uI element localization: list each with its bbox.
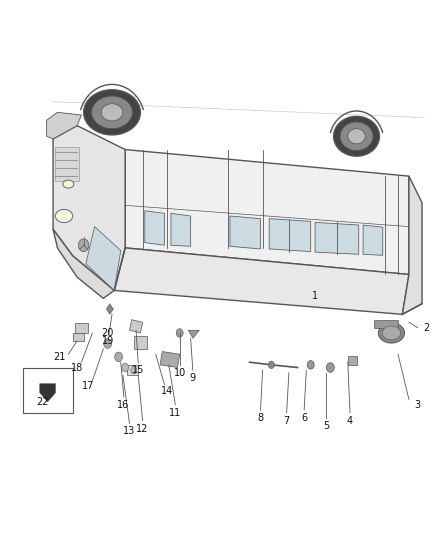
Bar bbox=[22, 368, 73, 413]
Ellipse shape bbox=[340, 122, 373, 151]
Bar bbox=[75, 324, 88, 333]
Text: 10: 10 bbox=[173, 368, 186, 378]
Circle shape bbox=[307, 361, 314, 369]
Text: 2: 2 bbox=[423, 322, 430, 333]
Polygon shape bbox=[160, 352, 180, 368]
Circle shape bbox=[176, 329, 183, 337]
Bar bbox=[73, 333, 84, 341]
Ellipse shape bbox=[348, 128, 365, 144]
Text: 19: 19 bbox=[102, 336, 114, 346]
Text: 22: 22 bbox=[36, 397, 49, 407]
Polygon shape bbox=[130, 320, 143, 333]
Text: 5: 5 bbox=[323, 421, 329, 431]
Polygon shape bbox=[230, 216, 261, 249]
Circle shape bbox=[78, 239, 89, 252]
Text: 4: 4 bbox=[347, 416, 353, 426]
Text: 18: 18 bbox=[71, 362, 83, 373]
Circle shape bbox=[326, 363, 334, 372]
Polygon shape bbox=[53, 126, 125, 290]
Polygon shape bbox=[125, 150, 409, 274]
Circle shape bbox=[131, 367, 137, 374]
Bar bbox=[348, 357, 357, 365]
Bar bbox=[55, 147, 79, 181]
Polygon shape bbox=[53, 229, 114, 298]
Polygon shape bbox=[363, 225, 383, 255]
Polygon shape bbox=[188, 330, 199, 338]
Circle shape bbox=[122, 364, 129, 372]
Ellipse shape bbox=[382, 326, 401, 340]
Text: 3: 3 bbox=[415, 400, 421, 410]
Polygon shape bbox=[315, 222, 359, 254]
Ellipse shape bbox=[84, 90, 141, 135]
Ellipse shape bbox=[63, 180, 74, 188]
Polygon shape bbox=[145, 211, 164, 245]
Text: 17: 17 bbox=[82, 381, 94, 391]
Text: 1: 1 bbox=[312, 290, 318, 301]
Polygon shape bbox=[403, 176, 422, 314]
Text: 15: 15 bbox=[132, 365, 145, 375]
Ellipse shape bbox=[101, 104, 123, 121]
Polygon shape bbox=[269, 219, 311, 252]
Circle shape bbox=[115, 352, 123, 362]
Text: 14: 14 bbox=[160, 386, 173, 397]
Polygon shape bbox=[114, 248, 409, 314]
Text: 6: 6 bbox=[301, 413, 307, 423]
Polygon shape bbox=[46, 112, 81, 139]
Ellipse shape bbox=[92, 96, 132, 128]
Circle shape bbox=[268, 361, 275, 368]
Text: 7: 7 bbox=[283, 416, 290, 426]
Bar bbox=[374, 320, 398, 328]
Circle shape bbox=[104, 339, 112, 349]
Polygon shape bbox=[40, 384, 56, 402]
Ellipse shape bbox=[378, 323, 405, 343]
Bar bbox=[134, 336, 147, 349]
Polygon shape bbox=[86, 227, 121, 290]
Text: 13: 13 bbox=[124, 426, 136, 437]
Text: 20: 20 bbox=[102, 328, 114, 338]
Ellipse shape bbox=[55, 209, 73, 223]
Bar bbox=[127, 365, 138, 375]
Text: 21: 21 bbox=[53, 352, 66, 362]
Text: 11: 11 bbox=[169, 408, 181, 418]
Ellipse shape bbox=[334, 116, 379, 156]
Text: 16: 16 bbox=[117, 400, 129, 410]
Polygon shape bbox=[106, 304, 113, 314]
Text: 12: 12 bbox=[136, 424, 149, 434]
Polygon shape bbox=[171, 213, 191, 246]
Text: 8: 8 bbox=[258, 413, 264, 423]
Text: 9: 9 bbox=[190, 373, 196, 383]
